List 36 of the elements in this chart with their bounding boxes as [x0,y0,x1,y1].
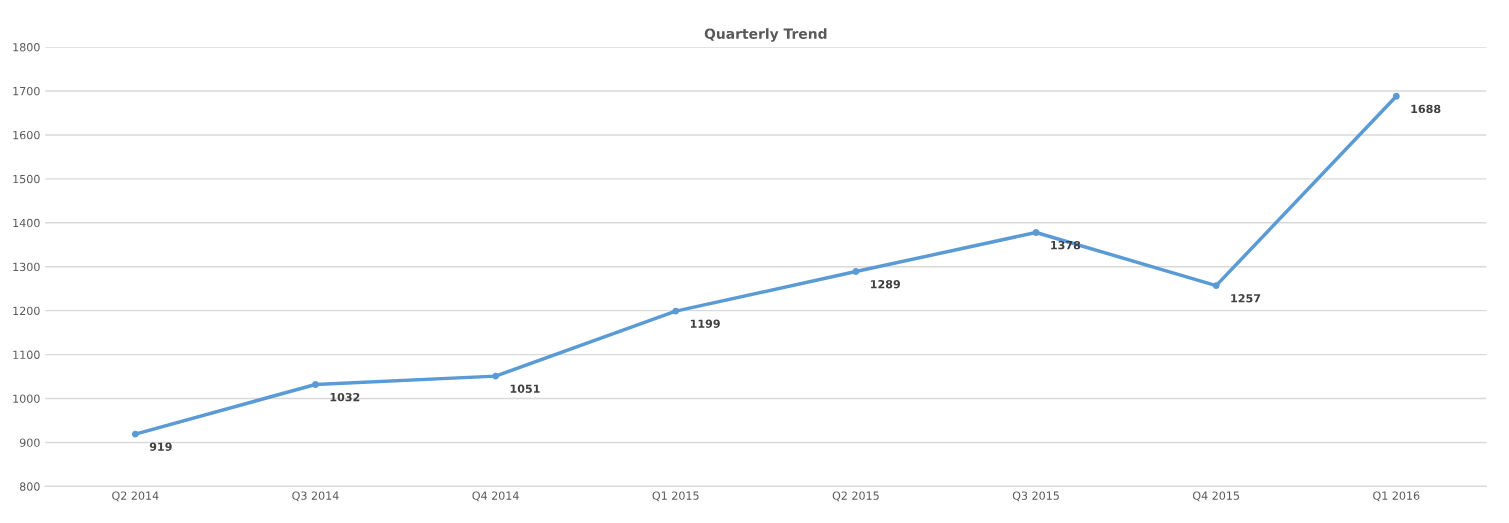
point [1032,228,1040,236]
data-label: 1257 [1231,294,1261,303]
point [1212,282,1220,290]
chart-title: Quarterly Trend [704,28,827,42]
x-tick-label: Q4 2015 [1192,491,1239,502]
data-label: 1289 [871,279,900,289]
point [492,372,500,380]
x-tick-label: Q2 2014 [112,491,159,502]
x-tick-label: Q2 2015 [832,491,879,502]
x-tick-label: Q1 2016 [1373,491,1420,502]
point [312,381,319,388]
point [852,268,860,276]
y-tick-label: 1000 [13,394,40,403]
x-tick-label: Q3 2015 [1012,491,1059,502]
y-tick-label: 1100 [13,350,40,359]
data-label: 1032 [330,392,360,402]
data-label: 1051 [510,384,540,393]
y-tick-label: 1800 [13,43,40,52]
y-tick-label: 1600 [13,130,40,140]
x-tick-label: Q3 2014 [292,491,339,502]
y-tick-label: 1200 [13,306,40,316]
y-tick-label: 800 [19,482,40,491]
data-label: 919 [149,442,172,451]
point [672,307,680,315]
y-tick-label: 1300 [13,262,40,272]
data-label: 1378 [1051,240,1081,250]
point [131,430,139,438]
y-tick-label: 1500 [13,174,40,184]
x-tick-label: Q4 2014 [472,491,519,502]
y-tick-label: 900 [19,438,40,447]
data-label: 1199 [690,319,720,328]
data-label: 1688 [1411,104,1441,114]
point [1392,92,1400,100]
x-tick-label: Q1 2015 [652,491,699,502]
y-tick-label: 1400 [13,218,40,228]
y-tick-label: 1700 [13,86,40,96]
